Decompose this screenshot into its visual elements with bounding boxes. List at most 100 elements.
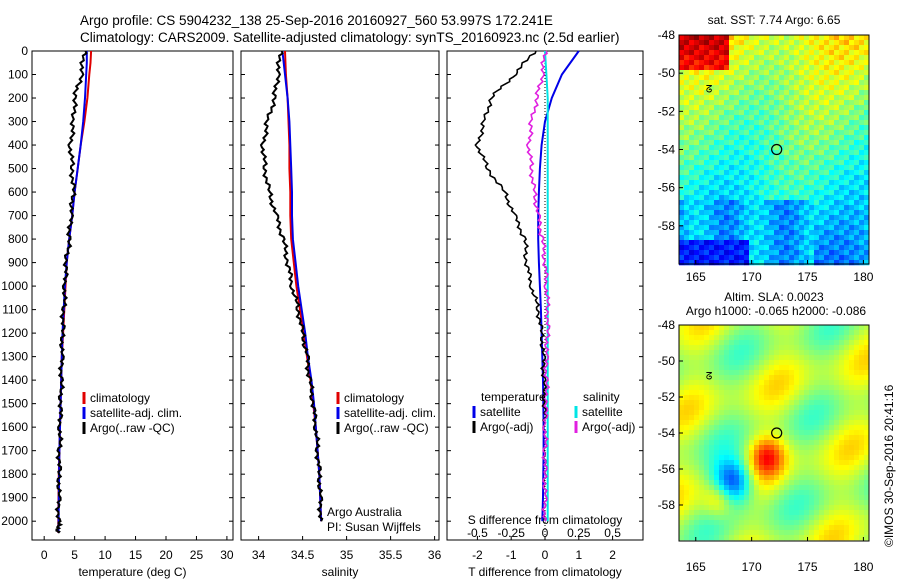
sst-map-cell [724,160,730,166]
sla-map-cell [819,505,825,511]
sst-map-cell [844,70,850,76]
sla-map-cell [724,450,730,456]
sst-map-cell [734,245,740,251]
sla-map-cell [849,380,855,386]
sst-map-cell [864,215,870,221]
sst-map-cell [844,100,850,106]
sst-map-cell [689,140,695,146]
sst-map-cell [799,75,805,81]
sst-map-cell [729,140,735,146]
sst-map-cell [709,135,715,141]
sst-map-cell [799,155,805,161]
sst-map-cell [719,110,725,116]
sst-map-cell [819,105,825,111]
sst-map-cell [699,45,705,51]
sst-map-cell [764,225,770,231]
sst-map-cell [844,125,850,131]
sla-map-cell [709,330,715,336]
sla-map-cell [854,425,860,431]
sla-map-cell [819,470,825,476]
sla-map-cell [769,370,775,376]
sst-map-cell [769,215,775,221]
sla-map-cell [804,390,810,396]
sst-map-cell [834,45,840,51]
sla-map-cell [844,485,850,491]
sla-map-cell [684,425,690,431]
sst-map-cell [814,185,820,191]
sla-map-cell [829,530,835,536]
sla-map-cell [859,355,865,361]
sst-map-cell [839,50,845,56]
sla-map-cell [734,440,740,446]
sst-map-cell [794,100,800,106]
sla-map-cell [704,445,710,451]
sst-map-cell [719,70,725,76]
sst-map-cell [734,205,740,211]
sla-map-cell [729,435,735,441]
sla-map-cell [799,380,805,386]
sst-map-cell [779,190,785,196]
sst-map-cell [864,50,870,56]
sla-map-cell [794,510,800,516]
sst-map-cell [799,95,805,101]
sst-map-cell [819,115,825,121]
sst-map-cell [824,195,830,201]
sst-map-cell [744,155,750,161]
sst-map-cell [724,165,730,171]
sst-map-cell [789,180,795,186]
sst-map-cell [849,65,855,71]
sla-map-cell [849,520,855,526]
sla-map-cell [714,335,720,341]
sst-map-cell [694,110,700,116]
sst-map-cell [764,100,770,106]
sla-map-cell [744,345,750,351]
sst-map-cell [839,240,845,246]
sst-map-cell [784,85,790,91]
sst-map-cell [704,55,710,61]
sla-map-cell [764,345,770,351]
sla-map-cell [764,510,770,516]
sla-map-cell [754,355,760,361]
sst-map-cell [739,160,745,166]
sla-map-cell [709,485,715,491]
sst-map-cell [754,220,760,226]
sla-map-cell [794,495,800,501]
sla-map-cell [684,430,690,436]
sla-map-cell [799,445,805,451]
sst-map-cell [684,115,690,121]
sst-map-cell [729,260,735,266]
sla-map-cell [754,510,760,516]
sla-map-cell [724,405,730,411]
sla-map-cell [844,505,850,511]
sla-map-cell [834,440,840,446]
sst-map-cell [829,145,835,151]
sla-map-cell [839,340,845,346]
sla-map-cell [859,485,865,491]
sla-map-cell [679,385,685,391]
sst-map-cell [689,195,695,201]
sla-map-cell [824,535,830,541]
sst-map-cell [774,230,780,236]
sla-map-cell [854,410,860,416]
sla-map-cell [809,380,815,386]
sst-map-cell [704,65,710,71]
sst-map-cell [844,95,850,101]
sst-map-cell [749,160,755,166]
sla-map-cell [794,520,800,526]
sst-map-cell [719,250,725,256]
sst-map-cell [724,195,730,201]
sla-map-cell [789,425,795,431]
sla-map-cell [839,430,845,436]
sla-map-cell [709,470,715,476]
sst-map-cell [704,225,710,231]
sst-map-cell [724,235,730,241]
sst-map-cell [754,235,760,241]
sst-map-cell [714,220,720,226]
sst-map-cell [679,45,685,51]
sst-map-cell [859,150,865,156]
sst-map-cell [699,190,705,196]
sla-map-cell [829,430,835,436]
sla-map-cell [694,510,700,516]
sst-map-cell [714,35,720,41]
sst-map-cell [749,75,755,81]
